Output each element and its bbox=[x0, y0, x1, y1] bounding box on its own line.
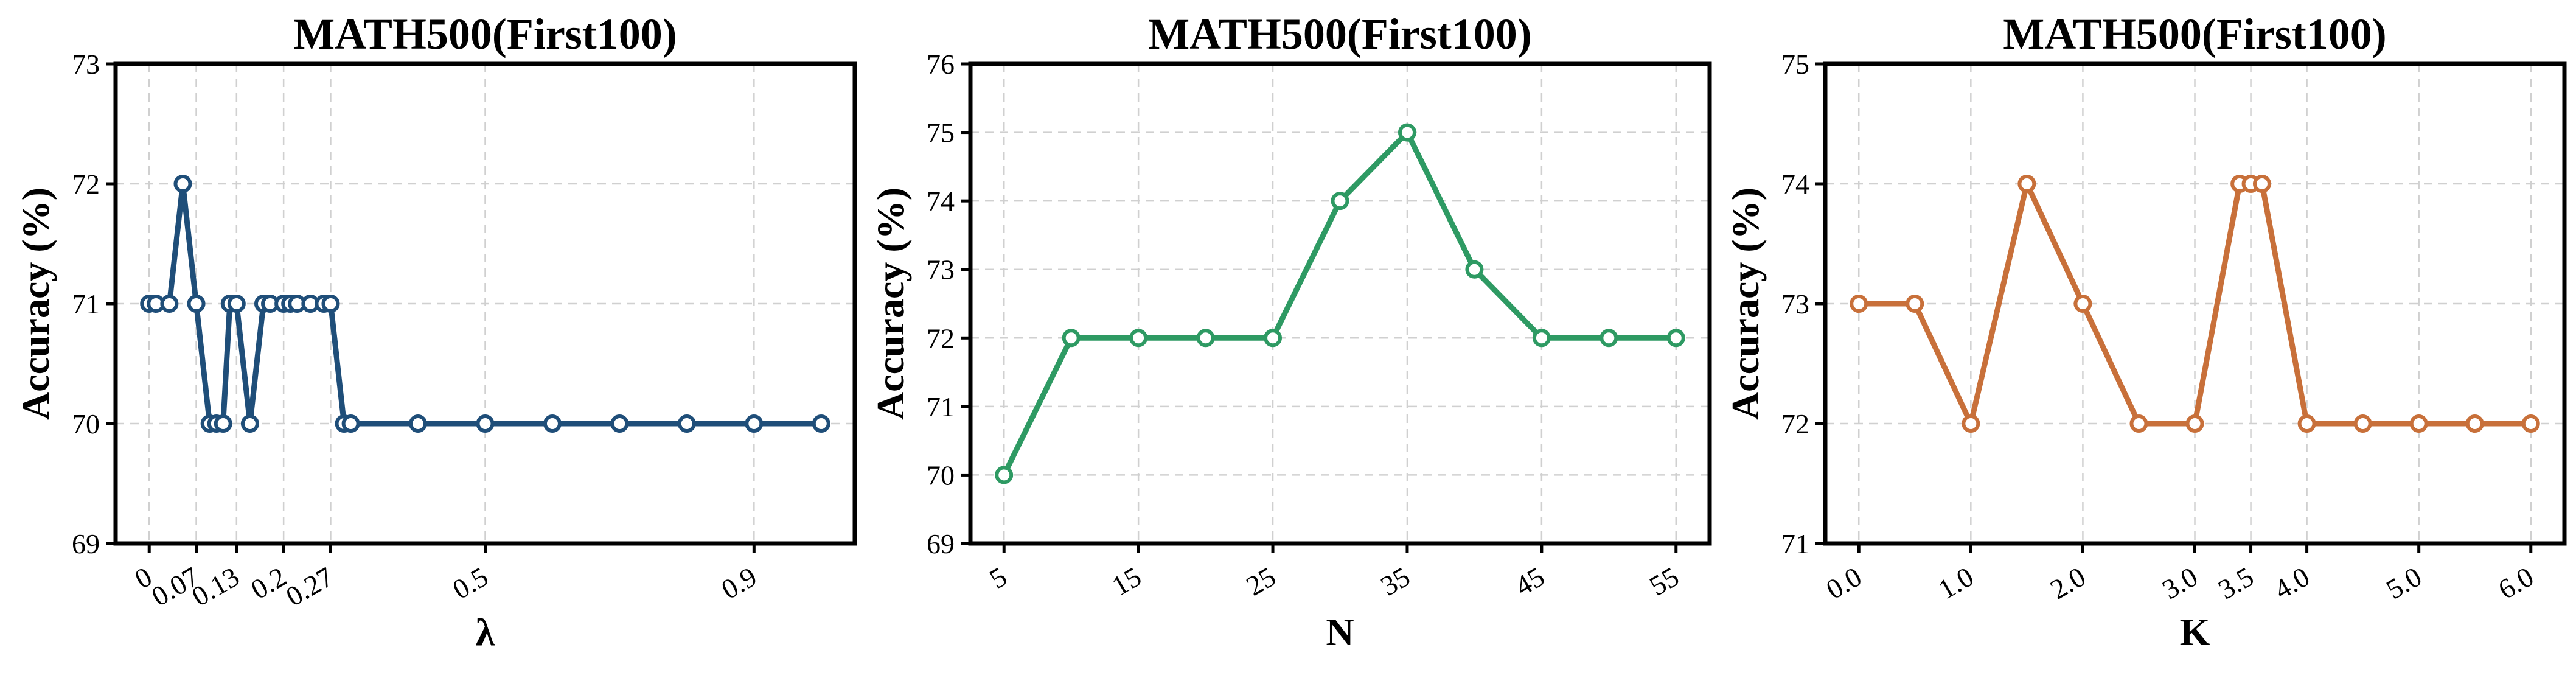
data-point bbox=[1532, 329, 1551, 348]
y-tick-label: 72 bbox=[1781, 408, 1809, 439]
x-tick-label: 5 bbox=[984, 561, 1012, 595]
y-tick-label: 74 bbox=[927, 186, 955, 217]
chart-title: MATH500(First100) bbox=[293, 10, 677, 58]
y-tick-label: 72 bbox=[72, 169, 100, 200]
data-point bbox=[1264, 329, 1283, 348]
y-tick-label: 71 bbox=[72, 288, 100, 320]
data-point bbox=[2252, 175, 2271, 193]
x-tick-label: 25 bbox=[1241, 561, 1281, 601]
y-tick-label: 73 bbox=[1781, 288, 1809, 320]
x-tick-label: 6.0 bbox=[2493, 561, 2538, 605]
data-point bbox=[745, 414, 764, 433]
data-point bbox=[543, 414, 562, 433]
chart-title: MATH500(First100) bbox=[1148, 10, 1532, 58]
data-point bbox=[1331, 192, 1349, 211]
y-tick-label: 73 bbox=[72, 49, 100, 80]
data-point bbox=[214, 414, 232, 433]
data-point bbox=[1062, 329, 1081, 348]
chart-title: MATH500(First100) bbox=[2003, 10, 2387, 58]
data-point bbox=[995, 466, 1014, 484]
x-tick-label: 3.0 bbox=[2157, 561, 2202, 605]
y-tick-label: 74 bbox=[1781, 169, 1809, 200]
data-point bbox=[321, 295, 340, 313]
x-axis-label: λ bbox=[476, 610, 495, 654]
y-tick-label: 76 bbox=[927, 49, 955, 80]
data-point bbox=[1666, 329, 1685, 348]
data-point bbox=[812, 414, 830, 433]
x-tick-label: 0.5 bbox=[447, 561, 493, 605]
plot-frame bbox=[968, 61, 1712, 546]
y-axis-label: Accuracy (%) bbox=[869, 187, 912, 420]
data-point bbox=[341, 414, 360, 433]
data-point bbox=[160, 295, 179, 313]
data-point bbox=[2521, 414, 2540, 433]
data-point bbox=[2017, 175, 2036, 193]
x-tick-label: 45 bbox=[1510, 561, 1550, 601]
data-point bbox=[173, 175, 192, 193]
data-point bbox=[187, 295, 206, 313]
x-tick-label: 2.0 bbox=[2045, 561, 2090, 605]
y-tick-label: 69 bbox=[72, 528, 100, 559]
x-tick-label: 35 bbox=[1376, 561, 1415, 601]
data-point bbox=[2129, 414, 2148, 433]
data-point bbox=[2185, 414, 2204, 433]
data-point bbox=[2073, 295, 2092, 313]
y-tick-label: 71 bbox=[927, 391, 955, 422]
chart-panel-3: 71 72 73 74 75 0.0 1.0 2.0 3.0 3.5 4.0 5.0 6.0 MATH50… bbox=[1724, 10, 2567, 654]
plot-frame bbox=[113, 61, 857, 546]
x-axis-label: K bbox=[2180, 610, 2210, 654]
x-tick-label: 0.0 bbox=[1821, 561, 1867, 605]
data-point bbox=[1850, 295, 1868, 313]
data-point bbox=[1465, 260, 1484, 279]
y-tick-label: 70 bbox=[72, 408, 100, 439]
data-point bbox=[677, 414, 696, 433]
x-tick-label: 4.0 bbox=[2269, 561, 2314, 605]
x-tick-label: 1.0 bbox=[1933, 561, 1979, 605]
data-point bbox=[1600, 329, 1618, 348]
y-tick-label: 70 bbox=[927, 460, 955, 491]
data-point bbox=[2297, 414, 2316, 433]
x-tick-label: 55 bbox=[1644, 561, 1683, 601]
y-tick-label: 71 bbox=[1781, 528, 1809, 559]
y-tick-label: 75 bbox=[1781, 49, 1809, 80]
x-tick-label: 0.27 bbox=[280, 561, 338, 612]
x-tick-label: 5.0 bbox=[2381, 561, 2426, 605]
y-tick-label: 69 bbox=[927, 528, 955, 559]
data-point bbox=[409, 414, 428, 433]
y-tick-label: 72 bbox=[927, 323, 955, 354]
data-point bbox=[2353, 414, 2372, 433]
data-point bbox=[1129, 329, 1148, 348]
data-point bbox=[1196, 329, 1215, 348]
data-point bbox=[2465, 414, 2484, 433]
y-tick-label: 73 bbox=[927, 254, 955, 285]
data-point bbox=[240, 414, 259, 433]
chart-panel-2: 69 70 71 72 73 74 75 76 5 15 25 35 45 55 MATH500(First… bbox=[869, 10, 1712, 654]
data-point bbox=[610, 414, 629, 433]
x-tick-label: 15 bbox=[1107, 561, 1146, 601]
x-tick-label: 0.9 bbox=[716, 561, 762, 605]
x-axis-label: N bbox=[1326, 610, 1354, 654]
data-point bbox=[476, 414, 495, 433]
data-point bbox=[1906, 295, 1924, 313]
y-tick-label: 75 bbox=[927, 117, 955, 149]
x-tick-label: 3.5 bbox=[2213, 561, 2258, 605]
data-point bbox=[1962, 414, 1980, 433]
y-axis-label: Accuracy (%) bbox=[14, 187, 57, 420]
plot-frame bbox=[1823, 61, 2567, 546]
data-point bbox=[227, 295, 246, 313]
series-line bbox=[1001, 130, 1679, 478]
data-point bbox=[2409, 414, 2428, 433]
data-point bbox=[1398, 123, 1416, 142]
y-axis-label: Accuracy (%) bbox=[1724, 187, 1767, 420]
x-tick-label: 0.13 bbox=[187, 561, 245, 612]
